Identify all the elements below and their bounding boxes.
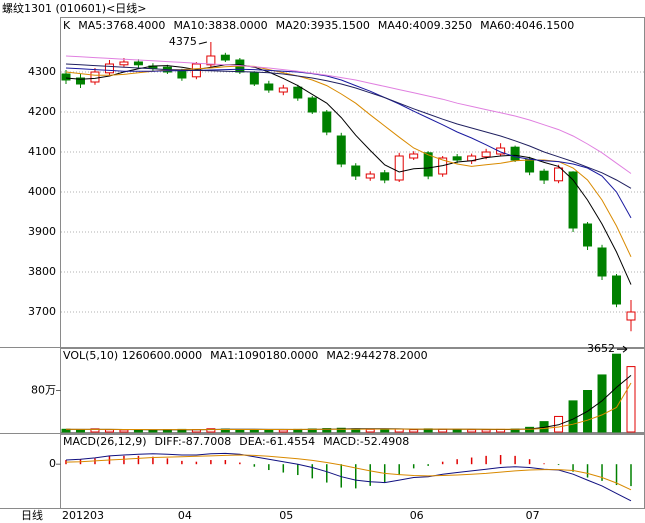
annotation-arrowhead bbox=[622, 345, 628, 353]
candle-body bbox=[481, 151, 491, 158]
y-tick-label: 4000 bbox=[28, 185, 56, 198]
volume-bar bbox=[133, 429, 143, 433]
volume-bar bbox=[380, 428, 390, 433]
volume-bar bbox=[322, 428, 332, 433]
volume-bar bbox=[278, 429, 288, 433]
y-tick-label: 4200 bbox=[28, 105, 56, 118]
volume-bar bbox=[104, 429, 114, 433]
candle-body bbox=[568, 171, 578, 229]
volume-bar bbox=[336, 427, 346, 433]
legend-entry: DEA:-61.4554 bbox=[239, 435, 315, 448]
volume-bar bbox=[119, 429, 129, 433]
y-tick-label: 4300 bbox=[28, 65, 56, 78]
candle-body bbox=[496, 147, 506, 155]
candle-body bbox=[336, 135, 346, 165]
volume-bar bbox=[467, 429, 477, 433]
legend-entry: MA1:1090180.0000 bbox=[210, 349, 318, 362]
line bbox=[65, 382, 632, 431]
line bbox=[65, 452, 632, 502]
line bbox=[65, 67, 632, 219]
x-tick-label: 05 bbox=[279, 509, 293, 522]
legend-entry: VOL(5,10) 1260600.0000 bbox=[63, 349, 202, 362]
volume-bar bbox=[148, 429, 158, 433]
x-axis-label: 日线 bbox=[21, 508, 43, 522]
legend-entry: MACD:-52.4908 bbox=[323, 435, 409, 448]
volume-bar bbox=[481, 429, 491, 433]
legend-entry: MA60:4046.1500 bbox=[480, 19, 574, 32]
legend-entry: MA20:3935.1500 bbox=[276, 19, 370, 32]
annotation: 3652 bbox=[587, 342, 615, 355]
x-tick-label: 06 bbox=[410, 509, 424, 522]
y-tick-label: 0 bbox=[49, 457, 56, 470]
legend-entry: DIFF:-87.7008 bbox=[155, 435, 232, 448]
candle-body bbox=[278, 87, 288, 93]
candle-body bbox=[220, 54, 230, 61]
candle-body bbox=[61, 73, 71, 81]
legend-entry: MA40:4009.3250 bbox=[378, 19, 472, 32]
candle-body bbox=[264, 83, 274, 91]
candle-body bbox=[554, 167, 564, 182]
volume-bar bbox=[554, 415, 564, 433]
candle-body bbox=[380, 172, 390, 181]
y-tick-label: 3900 bbox=[28, 225, 56, 238]
candle-body bbox=[452, 156, 462, 161]
candle-body bbox=[597, 247, 607, 277]
candle-body bbox=[307, 97, 317, 113]
candle-body bbox=[525, 158, 535, 173]
y-tick-label: 80万 bbox=[31, 384, 56, 397]
candle-body bbox=[133, 61, 143, 66]
candle-body bbox=[409, 153, 419, 159]
y-tick-label: 3800 bbox=[28, 265, 56, 278]
legend-entry: MA5:3768.4000 bbox=[78, 19, 165, 32]
volume-bar bbox=[365, 428, 375, 433]
candle-body bbox=[539, 170, 549, 181]
annotation: 4375 bbox=[169, 35, 197, 48]
volume-bar bbox=[90, 428, 100, 433]
volume-bar bbox=[452, 429, 462, 433]
volume-bar bbox=[612, 353, 622, 433]
candle-body bbox=[293, 86, 303, 99]
candle-body bbox=[612, 275, 622, 305]
chart-title: 螺纹1301 (010601)<日线> bbox=[2, 1, 147, 15]
candle-body bbox=[510, 146, 520, 161]
candle-body bbox=[322, 111, 332, 133]
candle-body bbox=[75, 77, 85, 85]
volume-bar bbox=[626, 366, 636, 433]
legend-entry: MA2:944278.2000 bbox=[326, 349, 427, 362]
legend-entry: MA10:3838.0000 bbox=[173, 19, 267, 32]
candle-body bbox=[90, 71, 100, 83]
volume-bar bbox=[409, 429, 419, 433]
candle-body bbox=[249, 72, 259, 85]
candle-body bbox=[177, 70, 187, 79]
legend-entry: MACD(26,12,9) bbox=[63, 435, 147, 448]
x-tick-label: 07 bbox=[526, 509, 540, 522]
y-tick-label: 3700 bbox=[28, 305, 56, 318]
candle-body bbox=[206, 55, 216, 66]
candle-body bbox=[365, 173, 375, 179]
x-tick-label: 201203 bbox=[62, 509, 104, 522]
x-tick-label: 04 bbox=[178, 509, 192, 522]
candle-body bbox=[351, 165, 361, 177]
legend-title: K bbox=[63, 19, 71, 32]
volume-bar bbox=[568, 400, 578, 433]
y-tick-label: 4100 bbox=[28, 145, 56, 158]
candle-body bbox=[583, 223, 593, 247]
candle-body bbox=[104, 63, 114, 74]
candle-body bbox=[394, 155, 404, 181]
line bbox=[65, 454, 632, 491]
volume-bar bbox=[264, 429, 274, 433]
volume-bar bbox=[206, 428, 216, 433]
line bbox=[65, 63, 632, 189]
candle-body bbox=[626, 311, 636, 321]
line bbox=[65, 55, 632, 174]
candle-body bbox=[119, 61, 129, 66]
annotation-leader bbox=[198, 41, 207, 45]
candle-body bbox=[423, 152, 433, 177]
